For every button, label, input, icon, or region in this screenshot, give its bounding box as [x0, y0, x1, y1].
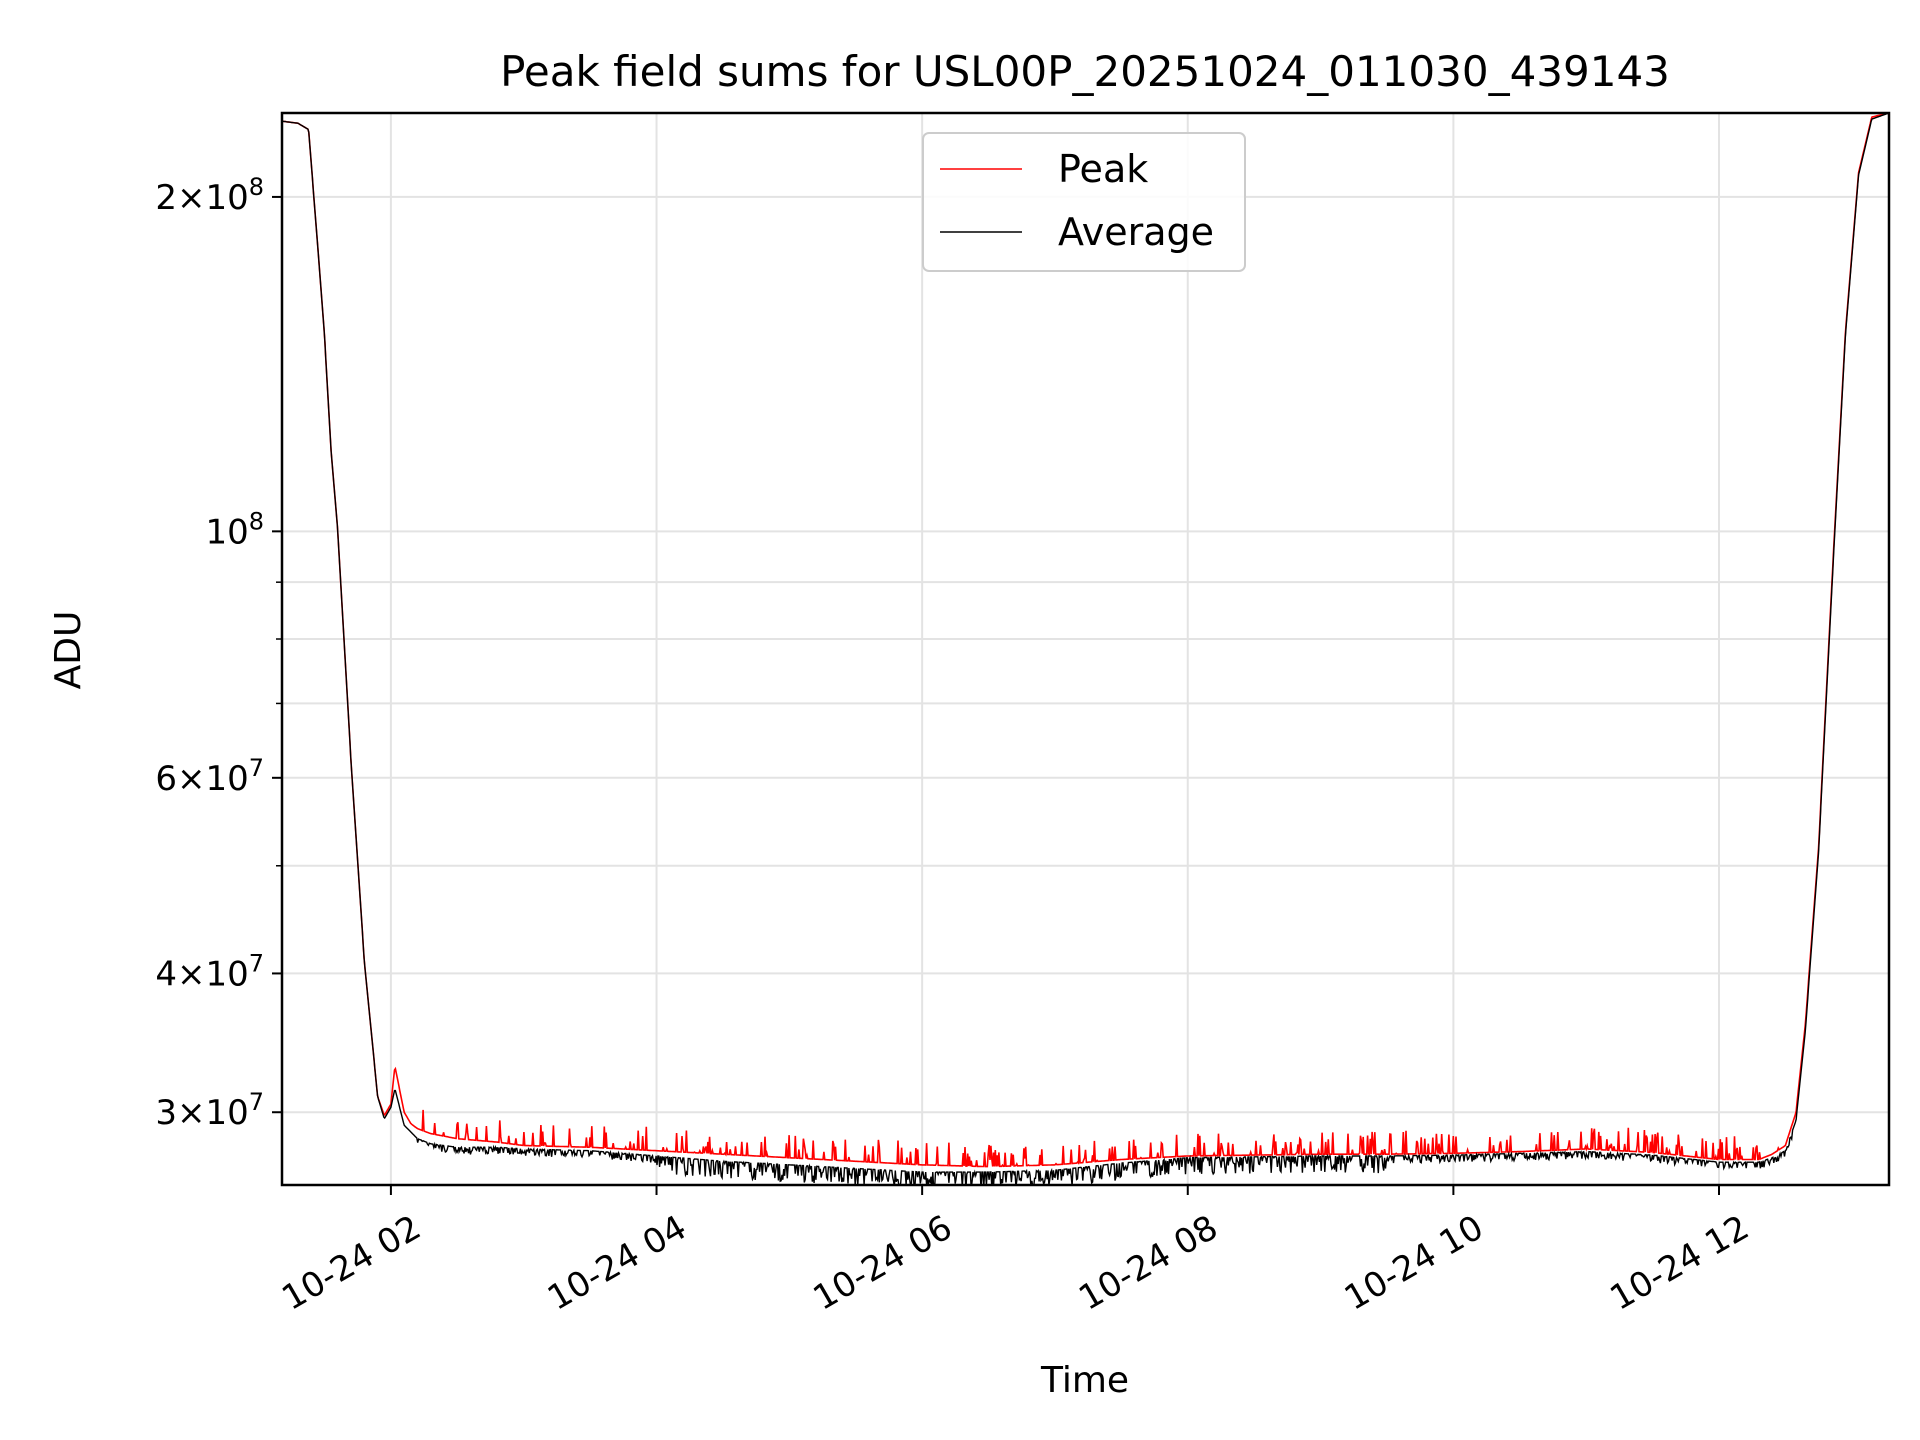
x-axis-label: Time: [1040, 1360, 1129, 1401]
y-tick-label: 3×107: [155, 1088, 264, 1133]
series-line-peak: [282, 113, 1889, 1168]
series-line-average: [282, 113, 1889, 1185]
y-tick-label: 2×108: [155, 173, 264, 218]
series-layer: [282, 113, 1889, 1185]
legend: Peak Average: [922, 132, 1246, 272]
legend-label-average: Average: [1058, 210, 1214, 254]
y-tick-label: 4×107: [155, 949, 264, 994]
chart-title: Peak field sums for USL00P_20251024_0110…: [500, 47, 1670, 96]
plot-frame: [280, 111, 1891, 1187]
legend-label-peak: Peak: [1058, 147, 1148, 191]
legend-box: [922, 132, 1246, 272]
y-tick-label: 6×107: [155, 754, 264, 799]
y-axis-label: ADU: [48, 611, 89, 690]
